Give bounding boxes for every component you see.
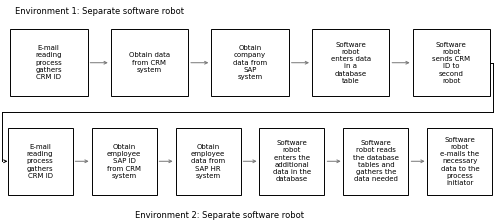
Text: Software
robot reads
the database
tables and
gathers the
data needed: Software robot reads the database tables…	[353, 140, 399, 182]
Text: Environment 2: Separate software robot: Environment 2: Separate software robot	[135, 211, 304, 220]
FancyBboxPatch shape	[344, 128, 408, 195]
Text: Obtain
employee
SAP ID
from CRM
system: Obtain employee SAP ID from CRM system	[107, 144, 141, 179]
Text: Obtain
company
data from
SAP
system: Obtain company data from SAP system	[233, 45, 267, 80]
Text: Software
robot
enters the
additional
data in the
database: Software robot enters the additional dat…	[273, 140, 311, 182]
Text: Obtain
employee
data from
SAP HR
system: Obtain employee data from SAP HR system	[191, 144, 225, 179]
FancyBboxPatch shape	[412, 29, 490, 96]
FancyBboxPatch shape	[428, 128, 492, 195]
Text: Environment 1: Separate software robot: Environment 1: Separate software robot	[15, 7, 184, 16]
Text: Software
robot
e-mails the
necessary
data to the
process
initiator: Software robot e-mails the necessary dat…	[440, 137, 480, 186]
Text: Obtain data
from CRM
system: Obtain data from CRM system	[129, 52, 170, 73]
Text: Software
robot
enters data
in a
database
table: Software robot enters data in a database…	[330, 42, 370, 84]
FancyBboxPatch shape	[10, 29, 88, 96]
FancyBboxPatch shape	[176, 128, 240, 195]
FancyBboxPatch shape	[8, 128, 72, 195]
FancyBboxPatch shape	[312, 29, 390, 96]
FancyBboxPatch shape	[211, 29, 289, 96]
Text: E-mail
reading
process
gathers
CRM ID: E-mail reading process gathers CRM ID	[26, 144, 54, 179]
FancyBboxPatch shape	[260, 128, 324, 195]
FancyBboxPatch shape	[92, 128, 156, 195]
FancyBboxPatch shape	[110, 29, 188, 96]
Text: Software
robot
sends CRM
ID to
second
robot: Software robot sends CRM ID to second ro…	[432, 42, 470, 84]
Text: E-mail
reading
process
gathers
CRM ID: E-mail reading process gathers CRM ID	[36, 45, 62, 80]
